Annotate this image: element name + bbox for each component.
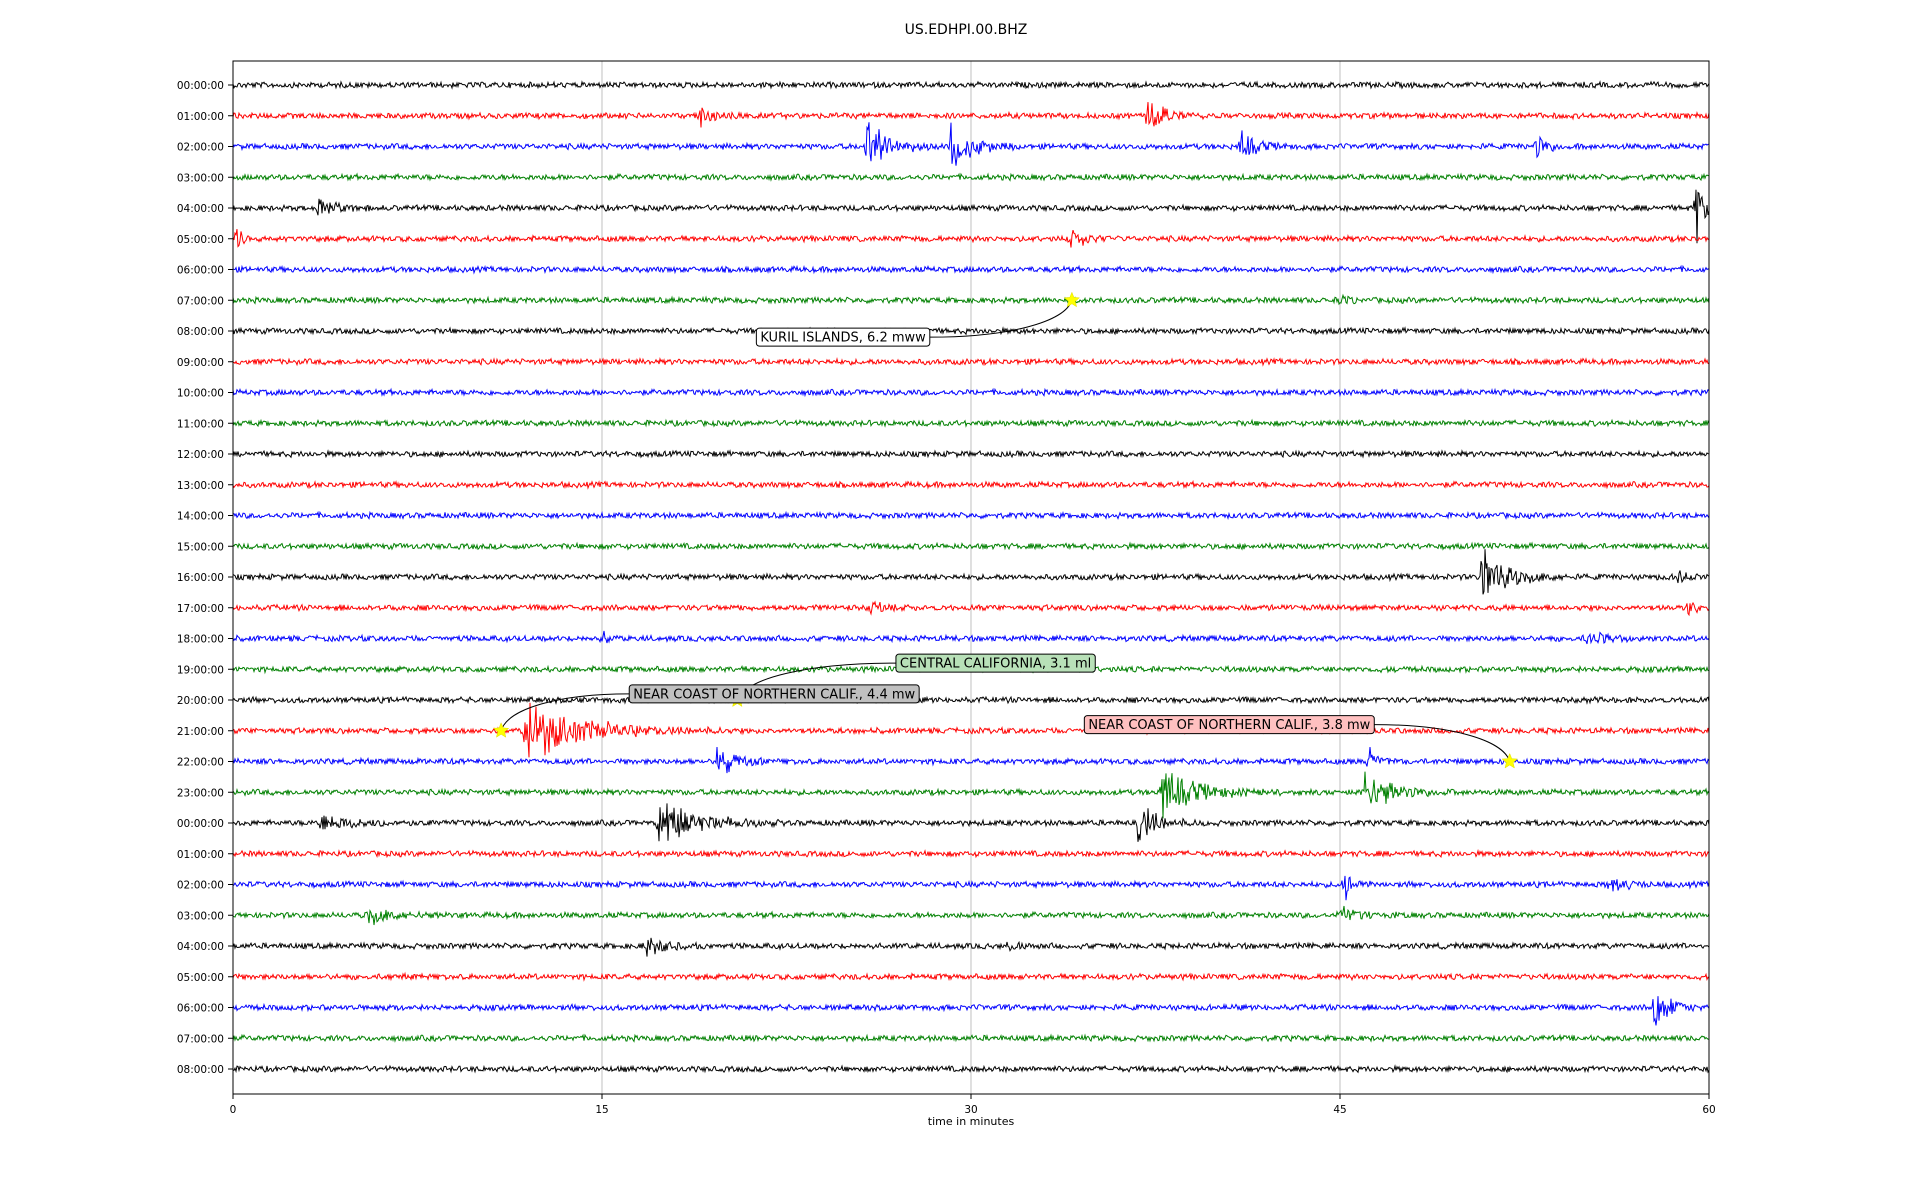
y-tick-label-0: 00:00:00 [177, 80, 224, 92]
trace-row-29 [232, 971, 1710, 982]
trace-row-9 [232, 356, 1710, 367]
trace-row-11 [232, 418, 1710, 428]
y-tick-label-26: 02:00:00 [177, 880, 224, 892]
trace-row-26 [232, 875, 1710, 901]
trace-row-12 [232, 449, 1710, 459]
x-tick-label-1: 15 [595, 1104, 608, 1116]
trace-row-7 [232, 293, 1710, 306]
event-connector-2 [500, 693, 630, 731]
y-axis-ticks: 00:00:00 01:00:00 02:00:00 03:00:00 04:00:00… [177, 80, 233, 1076]
x-tick-label-0: 0 [230, 1104, 237, 1116]
y-tick-label-10: 10:00:00 [177, 388, 224, 400]
trace-row-5 [232, 229, 1710, 248]
trace-row-32 [232, 1064, 1710, 1074]
y-tick-label-15: 15:00:00 [177, 541, 224, 553]
event-label-box-2 [628, 684, 920, 704]
y-tick-label-30: 06:00:00 [177, 1003, 224, 1015]
y-tick-label-31: 07:00:00 [177, 1033, 224, 1045]
event-annotation-3: NEAR COAST OF NORTHERN CALIF., 3.8 mw [1083, 715, 1518, 769]
trace-row-18 [232, 630, 1710, 645]
event-annotations: KURIL ISLANDS, 6.2 mww CENTRAL CALIFORNIA… [492, 291, 1518, 769]
y-tick-label-14: 14:00:00 [177, 511, 224, 523]
y-tick-label-20: 20:00:00 [177, 695, 224, 707]
event-annotation-1: CENTRAL CALIFORNIA, 3.1 ml [729, 653, 1096, 708]
event-label-box-0 [755, 327, 931, 347]
y-tick-label-8: 08:00:00 [177, 326, 224, 338]
y-tick-label-4: 04:00:00 [177, 203, 224, 215]
y-tick-label-22: 22:00:00 [177, 757, 224, 769]
event-label-0: KURIL ISLANDS, 6.2 mww [760, 331, 926, 346]
trace-row-1 [232, 102, 1710, 128]
trace-row-17 [232, 600, 1710, 617]
trace-row-15 [232, 541, 1710, 551]
y-tick-label-25: 01:00:00 [177, 849, 224, 861]
event-star-icon-2 [492, 722, 510, 738]
trace-row-8 [232, 326, 1710, 336]
x-axis-ticks: 0 15 30 45 60 [230, 1094, 1716, 1116]
y-tick-label-28: 04:00:00 [177, 941, 224, 953]
trace-row-28 [232, 937, 1710, 957]
event-label-1: CENTRAL CALIFORNIA, 3.1 ml [900, 657, 1091, 672]
y-tick-label-6: 06:00:00 [177, 265, 224, 277]
trace-row-24 [232, 803, 1710, 842]
trace-row-23 [232, 771, 1710, 819]
y-tick-label-12: 12:00:00 [177, 449, 224, 461]
event-connector-0 [929, 300, 1073, 338]
trace-row-27 [232, 905, 1710, 926]
trace-row-13 [232, 479, 1710, 490]
event-star-icon-3 [1501, 752, 1518, 769]
y-tick-label-32: 08:00:00 [177, 1064, 224, 1076]
y-tick-label-24: 00:00:00 [177, 818, 224, 830]
y-tick-label-18: 18:00:00 [177, 634, 224, 646]
y-tick-label-11: 11:00:00 [177, 418, 224, 430]
event-star-icon-0 [1063, 291, 1081, 308]
y-tick-label-23: 23:00:00 [177, 787, 224, 799]
event-annotation-0: KURIL ISLANDS, 6.2 mww [755, 291, 1081, 347]
trace-row-14 [232, 510, 1710, 521]
trace-row-25 [232, 848, 1710, 859]
y-tick-label-13: 13:00:00 [177, 480, 224, 492]
trace-row-30 [232, 996, 1710, 1026]
trace-row-10 [232, 387, 1710, 398]
event-label-3: NEAR COAST OF NORTHERN CALIF., 3.8 mw [1088, 718, 1370, 733]
chart-title: US.EDHPI.00.BHZ [905, 22, 1028, 38]
event-label-box-3 [1083, 715, 1375, 735]
event-label-box-1 [895, 653, 1096, 673]
trace-row-16 [232, 549, 1710, 595]
seismic-traces [232, 80, 1710, 1074]
y-tick-label-7: 07:00:00 [177, 295, 224, 307]
y-tick-label-27: 03:00:00 [177, 910, 224, 922]
trace-row-3 [232, 172, 1710, 182]
trace-row-4 [232, 189, 1710, 244]
y-tick-label-17: 17:00:00 [177, 603, 224, 615]
event-connector-3 [1374, 724, 1511, 762]
x-axis-label: time in minutes [928, 1115, 1015, 1128]
x-tick-label-2: 30 [964, 1104, 977, 1116]
x-tick-label-3: 45 [1333, 1104, 1346, 1116]
trace-row-31 [232, 1033, 1710, 1043]
y-tick-label-29: 05:00:00 [177, 972, 224, 984]
y-tick-label-16: 16:00:00 [177, 572, 224, 584]
trace-row-22 [232, 746, 1710, 774]
y-tick-label-19: 19:00:00 [177, 664, 224, 676]
y-tick-label-3: 03:00:00 [177, 172, 224, 184]
y-tick-label-1: 01:00:00 [177, 111, 224, 123]
trace-row-6 [232, 264, 1710, 275]
trace-row-2 [232, 122, 1710, 166]
x-tick-label-4: 60 [1702, 1104, 1715, 1116]
event-annotation-2: NEAR COAST OF NORTHERN CALIF., 4.4 mw [492, 684, 920, 738]
y-tick-label-21: 21:00:00 [177, 726, 224, 738]
event-label-2: NEAR COAST OF NORTHERN CALIF., 4.4 mw [633, 687, 915, 702]
y-tick-label-2: 02:00:00 [177, 142, 224, 154]
trace-row-0 [232, 80, 1710, 90]
trace-row-20 [232, 695, 1710, 705]
y-tick-label-5: 05:00:00 [177, 234, 224, 246]
y-tick-label-9: 09:00:00 [177, 357, 224, 369]
